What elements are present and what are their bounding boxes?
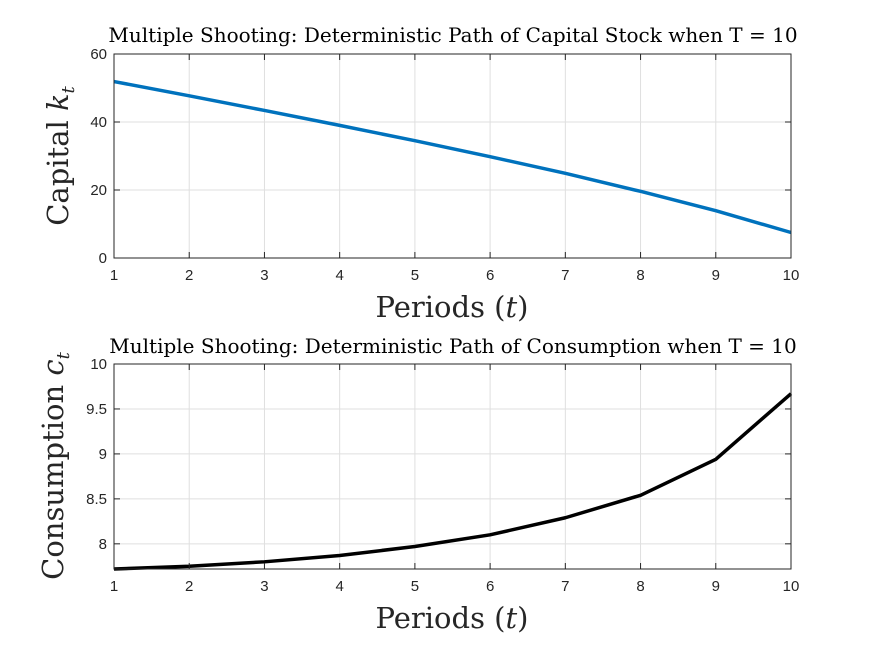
consumption-x-tick-label: 4	[335, 578, 343, 595]
consumption-y-tick-label: 9.5	[86, 401, 107, 418]
capital-chart: 1 2 3 4 5 6 7 8 9 10 0 20 40 60 Multiple Shooting: De…	[41, 23, 799, 324]
capital-x-tick-label: 2	[185, 267, 193, 284]
capital-y-tick-label: 0	[99, 250, 107, 267]
capital-x-tick-label: 5	[411, 267, 419, 284]
consumption-x-tick-label: 7	[561, 578, 569, 595]
capital-x-tick-label: 10	[783, 267, 800, 284]
consumption-plot-area	[113, 363, 792, 570]
consumption-x-axis-label: Periods (t)	[376, 601, 529, 635]
consumption-y-axis-label: Consumption ct	[36, 351, 74, 579]
consumption-y-tick-label: 10	[90, 356, 107, 373]
capital-x-tick-label: 9	[712, 267, 720, 284]
capital-axes-border	[113, 53, 792, 259]
capital-y-tick-label: 20	[90, 182, 107, 199]
capital-x-tick-label: 4	[335, 267, 343, 284]
consumption-y-tick-label: 9	[99, 446, 107, 463]
capital-x-tick-label: 3	[260, 267, 268, 284]
consumption-x-tick-label: 9	[712, 578, 720, 595]
consumption-chart-title: Multiple Shooting: Deterministic Path of…	[109, 334, 796, 358]
consumption-x-tick-label: 6	[486, 578, 494, 595]
capital-x-tick-label: 6	[486, 267, 494, 284]
consumption-x-tick-label: 3	[260, 578, 268, 595]
consumption-x-tick-label: 1	[110, 578, 118, 595]
capital-chart-title: Multiple Shooting: Deterministic Path of…	[108, 23, 797, 47]
consumption-x-tick-label: 2	[185, 578, 193, 595]
consumption-axes-border	[113, 363, 792, 570]
capital-x-axis-label: Periods (t)	[376, 290, 529, 324]
consumption-x-tick-label: 10	[783, 578, 800, 595]
consumption-x-tick-label: 8	[636, 578, 644, 595]
consumption-y-tick-label: 8	[99, 536, 107, 553]
consumption-ticks: 1 2 3 4 5 6 7 8 9 10 8 8.5 9 9.5 10	[86, 356, 799, 595]
capital-plot-area	[113, 53, 792, 259]
capital-y-tick-label: 60	[90, 46, 107, 63]
consumption-series-line	[113, 392, 793, 571]
consumption-y-tick-label: 8.5	[86, 491, 107, 508]
capital-y-tick-label: 40	[90, 114, 107, 131]
capital-x-tick-label: 7	[561, 267, 569, 284]
capital-series-line	[113, 79, 792, 235]
consumption-marks	[113, 392, 793, 571]
consumption-chart: 1 2 3 4 5 6 7 8 9 10 8 8.5 9 9.5 10 Multiple Shooting:…	[36, 334, 799, 635]
capital-marks	[113, 79, 792, 235]
capital-ticks: 1 2 3 4 5 6 7 8 9 10 0 20 40 60	[90, 46, 799, 284]
capital-y-axis-label: Capital kt	[41, 85, 79, 225]
consumption-x-tick-label: 5	[411, 578, 419, 595]
capital-x-tick-label: 1	[110, 267, 118, 284]
capital-x-tick-label: 8	[636, 267, 644, 284]
